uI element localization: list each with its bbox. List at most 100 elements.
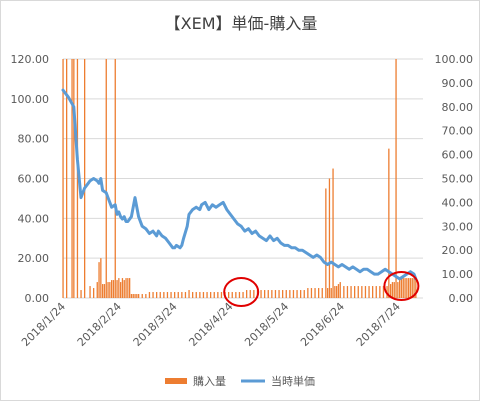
highlight-circle bbox=[223, 277, 260, 308]
bar bbox=[321, 288, 323, 298]
bar bbox=[166, 292, 169, 298]
bar bbox=[354, 286, 356, 298]
bar bbox=[136, 294, 138, 298]
bar bbox=[145, 294, 147, 298]
bar bbox=[195, 292, 197, 298]
bar bbox=[73, 59, 75, 298]
left-tick-label: 60.00 bbox=[18, 173, 50, 186]
bar bbox=[121, 278, 124, 298]
bar bbox=[107, 282, 109, 298]
bar bbox=[246, 290, 248, 298]
bar bbox=[402, 278, 404, 298]
bar bbox=[235, 292, 237, 298]
bar bbox=[152, 292, 154, 298]
bar bbox=[395, 59, 397, 298]
bar bbox=[271, 290, 273, 298]
bar bbox=[391, 282, 394, 298]
x-tick-label: 2018/4/24 bbox=[186, 300, 235, 349]
right-tick-label: 40.00 bbox=[442, 196, 474, 209]
bar bbox=[84, 59, 86, 298]
bar bbox=[130, 294, 133, 298]
bar bbox=[102, 284, 104, 298]
gridlines bbox=[63, 58, 423, 299]
right-tick-label: 30.00 bbox=[442, 220, 474, 233]
bar bbox=[336, 286, 338, 298]
highlight-circle bbox=[383, 271, 420, 302]
bar bbox=[181, 292, 183, 298]
bar bbox=[188, 290, 190, 298]
x-tick-label: 2018/5/24 bbox=[242, 300, 291, 349]
right-tick-label: 20.00 bbox=[442, 244, 474, 257]
legend-label-line: 当時単価 bbox=[271, 374, 315, 388]
legend-label-bar: 購入量 bbox=[193, 374, 226, 388]
bar bbox=[382, 286, 385, 298]
right-tick-label: 80.00 bbox=[442, 101, 474, 114]
bar bbox=[390, 284, 392, 298]
bar bbox=[220, 292, 223, 298]
bar bbox=[89, 286, 91, 298]
right-tick-label: 50.00 bbox=[442, 173, 474, 186]
bar bbox=[62, 59, 64, 298]
bar bbox=[343, 286, 345, 298]
bar bbox=[310, 288, 313, 298]
bar bbox=[397, 282, 399, 298]
bar bbox=[148, 292, 151, 298]
line-series bbox=[61, 88, 418, 281]
x-tick-label: 2018/3/24 bbox=[131, 300, 180, 349]
bar bbox=[159, 292, 161, 298]
right-tick-label: 10.00 bbox=[442, 268, 474, 281]
bar bbox=[253, 290, 255, 298]
bar bbox=[406, 278, 408, 298]
bar bbox=[202, 292, 205, 298]
bar bbox=[379, 286, 381, 298]
bar bbox=[138, 294, 140, 298]
bar bbox=[399, 280, 401, 298]
bar bbox=[357, 286, 359, 298]
bar bbox=[66, 59, 68, 298]
bar bbox=[285, 290, 287, 298]
bar bbox=[206, 292, 208, 298]
right-axis-ticks: 0.00 10.00 20.00 30.00 40.00 50.00 60.00 70.00 8… bbox=[435, 53, 474, 305]
left-tick-label: 120.00 bbox=[11, 53, 50, 66]
bar bbox=[141, 294, 143, 298]
bar bbox=[278, 290, 280, 298]
bar bbox=[116, 280, 118, 298]
bar bbox=[267, 290, 269, 298]
bar bbox=[238, 292, 241, 298]
bar bbox=[388, 148, 390, 298]
bar bbox=[192, 292, 194, 298]
bar bbox=[114, 59, 116, 298]
bar bbox=[242, 292, 244, 298]
bar bbox=[303, 290, 305, 298]
right-tick-label: 60.00 bbox=[442, 149, 474, 162]
left-tick-label: 20.00 bbox=[18, 252, 50, 265]
bar bbox=[282, 290, 284, 298]
bar bbox=[228, 292, 230, 298]
bar bbox=[364, 286, 367, 298]
bar bbox=[408, 278, 410, 298]
bar bbox=[413, 278, 415, 298]
right-tick-label: 0.00 bbox=[449, 292, 474, 305]
left-tick-label: 80.00 bbox=[18, 133, 50, 146]
bar bbox=[80, 290, 82, 298]
bar bbox=[199, 292, 201, 298]
bar bbox=[337, 284, 340, 298]
bar bbox=[249, 290, 251, 298]
bar bbox=[100, 258, 102, 298]
bar bbox=[332, 168, 334, 298]
bar bbox=[327, 288, 329, 298]
bar bbox=[105, 59, 107, 298]
bar bbox=[411, 278, 413, 298]
bar bbox=[123, 280, 125, 298]
bar bbox=[289, 290, 291, 298]
bar bbox=[400, 278, 403, 298]
bar bbox=[184, 292, 187, 298]
bar bbox=[307, 288, 309, 298]
bar bbox=[409, 278, 412, 298]
bar bbox=[217, 292, 219, 298]
bar bbox=[170, 292, 172, 298]
bar bbox=[368, 286, 370, 298]
bar bbox=[361, 286, 363, 298]
bar bbox=[393, 282, 395, 298]
